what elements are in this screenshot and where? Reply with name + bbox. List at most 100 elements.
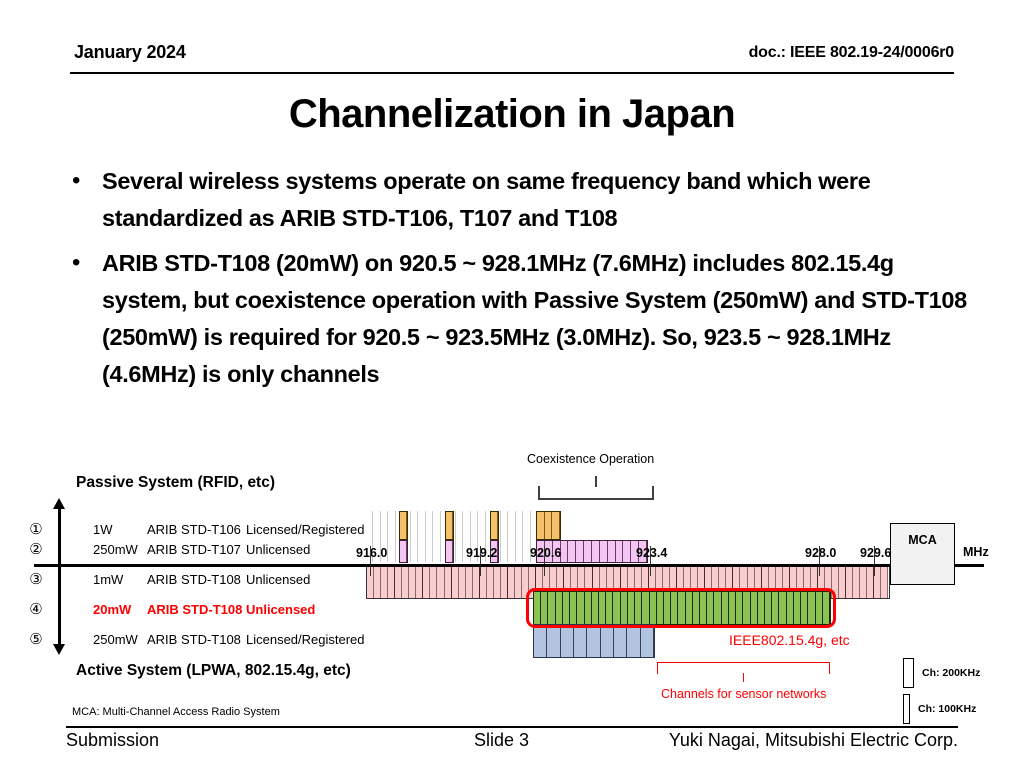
row-license: Unlicensed [246,572,311,587]
channel-cell [606,592,614,624]
mca-band-label: MCA [908,533,937,547]
sensor-networks-bracket-tick [743,673,744,682]
channel-cell [550,567,558,598]
channel-cell [606,567,614,598]
channel-cell [691,567,699,598]
row-number: ① [29,521,43,538]
channel-cell [367,567,375,598]
sensor-networks-bracket [657,662,830,674]
band-250mw-t108 [533,624,655,658]
channel-cell [380,511,389,562]
channel-cell [740,567,748,598]
row-number: ④ [29,601,43,618]
channel-cell [613,567,621,598]
channel-cell [548,592,556,624]
header-doc-id: doc.: IEEE 802.19-24/0006r0 [748,44,955,61]
channel-cell [409,567,417,598]
channel-cell [634,567,642,598]
coexistence-operation-label: Coexistence Operation [527,452,655,466]
channel-cell [418,511,426,562]
channel-cell [537,512,545,539]
channel-cell [803,567,811,598]
channel-cell [736,592,744,624]
axis-tick-mark [544,546,545,576]
channel-cell [705,567,713,598]
channel-cell [793,592,802,624]
ieee-802-15-4g-highlight [526,588,836,628]
channel-cell [465,567,473,598]
channel-cell [541,592,549,624]
footer-divider [66,726,958,728]
channel-cell [779,592,787,624]
channel-cell [801,592,809,624]
power-axis-arrow-up-icon [53,498,65,509]
channel-cell [560,541,569,562]
axis-tick-label: 920.6 [530,546,562,560]
channel-cell [656,592,664,624]
channel-cell [627,625,641,657]
channel-cell [400,512,407,539]
channel-cell [685,592,693,624]
row-license: Licensed/Registered [246,522,365,537]
row-standard: ARIB STD-T107 [147,542,241,557]
channel-cell [808,592,816,624]
channel-cell [557,567,565,598]
channel-cell [444,567,452,598]
channel-cell [635,592,643,624]
row-license: Unlicensed [246,542,311,557]
mca-footnote: MCA: Multi-Channel Access Radio System [72,706,280,718]
channel-cell [381,567,389,598]
band-1w-t106-segment [490,511,499,540]
list-item: • ARIB STD-T108 (20mW) on 920.5 ~ 928.1M… [66,245,976,393]
channel-cell [573,625,588,657]
channel-cell [655,567,663,598]
channel-cell [564,567,572,598]
channel-cell [568,541,577,562]
channel-cell [721,592,729,624]
bullet-marker-icon: • [72,249,81,276]
bullet-marker-icon: • [72,167,81,194]
channel-cell [810,567,818,598]
channel-cell [640,625,654,657]
footer-slide-number: Slide 3 [474,730,530,750]
channel-cell [754,567,762,598]
channel-cell [577,592,585,624]
axis-tick-mark [370,546,371,576]
axis-tick-label: 929.65 [860,546,899,560]
channel-cell [437,567,445,598]
coexistence-bracket [538,486,654,500]
channel-cell [839,567,847,598]
channel-cell [570,592,578,624]
channel-cell [623,541,632,562]
channel-cell [600,625,614,657]
channel-cell [523,511,531,562]
channel-cell [446,512,453,539]
band-250mw-t107-segment [445,540,454,563]
channel-cell [515,511,524,562]
channel-cell [592,541,600,562]
channel-cell [491,541,498,562]
channel-cell [491,512,498,539]
channel-width-swatch [903,658,914,688]
channel-cell [423,567,431,598]
channel-cell [627,567,635,598]
channel-cell [860,567,868,598]
channel-cell [373,511,381,562]
channel-cell [684,567,692,598]
channel-cell [599,541,608,562]
channel-cell [430,567,438,598]
axis-tick-mark [480,546,481,576]
channel-cell [576,541,585,562]
page-title: Channelization in Japan [288,92,736,136]
channel-cell [881,567,889,598]
channel-cell [388,511,396,562]
channel-cell [500,567,508,598]
axis-tick-mark [650,546,651,576]
channel-cell [648,567,656,598]
channel-cell [479,567,487,598]
channel-cell [536,567,544,598]
row-standard: ARIB STD-T108 [147,632,241,647]
channel-cell [578,567,586,598]
row-power: 1W [93,522,113,537]
channel-cell [599,567,607,598]
